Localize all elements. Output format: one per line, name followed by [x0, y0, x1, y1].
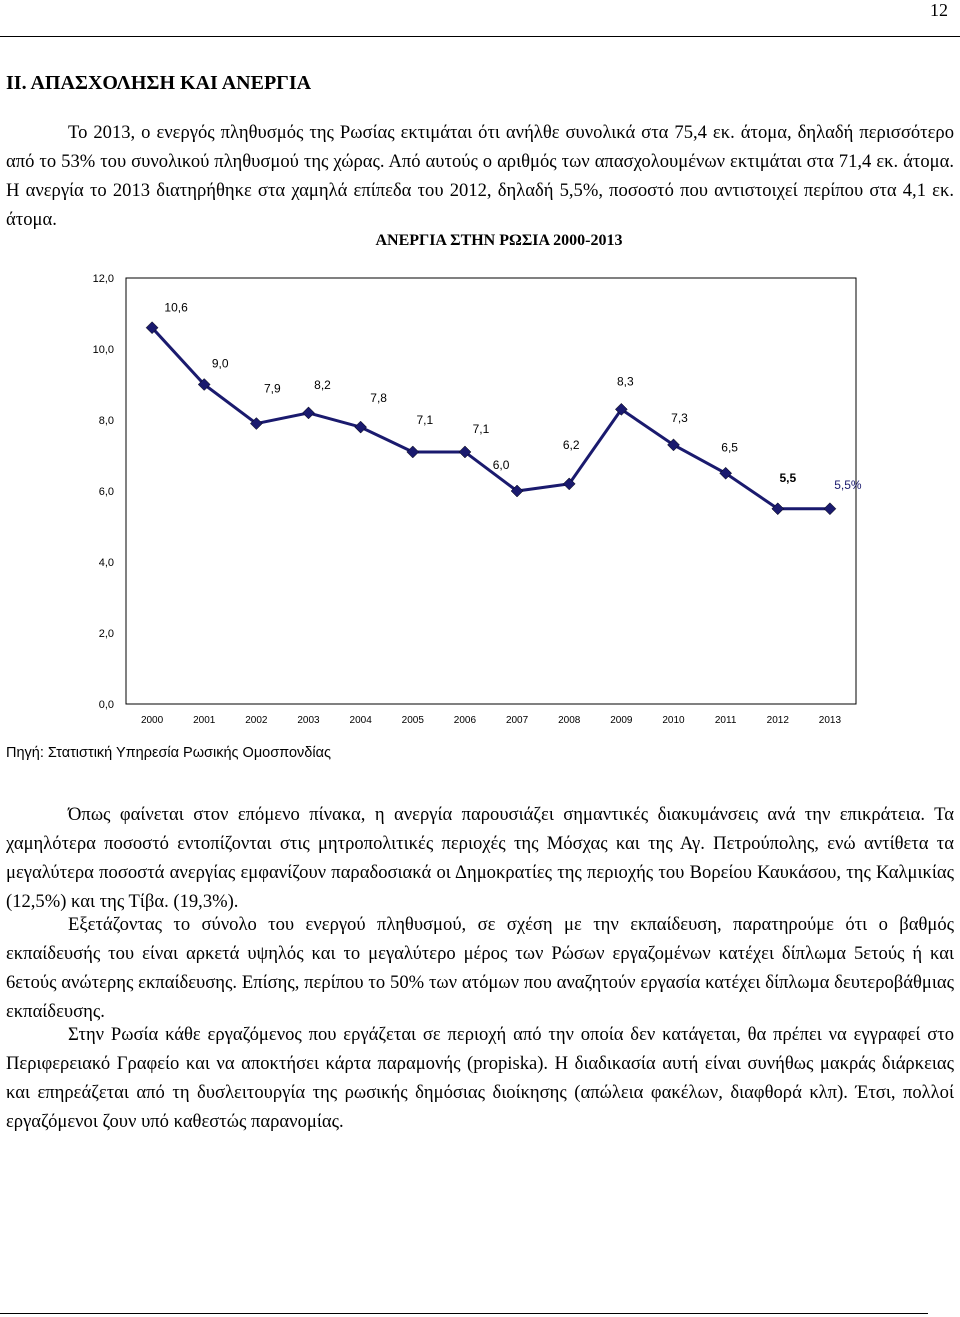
unemployment-chart: 0,0 2,0 4,0 6,0 8,0 10,0 12,0 2000 2001 2002 2003…	[93, 273, 862, 726]
x-tick-label: 2010	[662, 715, 685, 726]
regional-paragraph: Όπως φαίνεται στον επόμενο πίνακα, η ανε…	[6, 804, 954, 912]
x-axis: 2000 2001 2002 2003 2004 2005 2006 2007 2008 2009…	[141, 715, 842, 726]
data-label: 7,8	[370, 391, 387, 405]
x-tick-label: 2007	[506, 715, 529, 726]
x-tick-label: 2012	[767, 715, 790, 726]
x-tick-label: 2011	[715, 715, 737, 726]
y-tick-label: 6,0	[99, 486, 114, 498]
x-tick-label: 2005	[402, 715, 425, 726]
y-axis: 0,0 2,0 4,0 6,0 8,0 10,0 12,0	[93, 273, 114, 711]
x-tick-label: 2001	[193, 715, 216, 726]
footer-rule	[0, 1313, 928, 1314]
y-tick-label: 8,0	[99, 415, 114, 427]
data-label: 5,5%	[834, 478, 862, 492]
data-label: 9,0	[212, 357, 229, 371]
y-tick-label: 0,0	[99, 699, 114, 711]
data-point-marker	[771, 502, 785, 516]
data-point-marker	[458, 445, 472, 459]
data-point-marker	[823, 502, 837, 516]
y-tick-label: 10,0	[93, 344, 114, 356]
data-point-marker	[354, 420, 367, 434]
data-label: 7,9	[264, 382, 281, 396]
y-tick-label: 2,0	[99, 628, 114, 640]
data-label: 7,1	[473, 422, 490, 436]
data-label: 10,6	[164, 301, 188, 315]
x-tick-label: 2008	[558, 715, 581, 726]
data-point-marker	[250, 417, 263, 430]
chart-source-note: Πηγή: Στατιστική Υπηρεσία Ρωσικής Ομοσπο…	[6, 745, 331, 761]
chart-title: ΑΝΕΡΓΙΑ ΣΤΗΝ ΡΩΣΙΑ 2000-2013	[375, 232, 623, 249]
data-point-marker	[562, 477, 576, 491]
data-label: 8,2	[314, 378, 331, 392]
x-tick-label: 2003	[297, 715, 320, 726]
data-point-marker	[197, 378, 211, 391]
data-label: 8,3	[617, 374, 634, 388]
x-tick-label: 2004	[350, 715, 373, 726]
unemployment-series: 10,6 9,0 7,9 8,2 7,8 7,1 7,1 6,0 6,2 8,3 7,3 6,5 5,5…	[145, 301, 862, 516]
propiska-paragraph: Στην Ρωσία κάθε εργαζόμενος που εργάζετα…	[6, 1024, 954, 1132]
x-tick-label: 2006	[454, 715, 477, 726]
data-point-marker	[667, 438, 680, 452]
data-point-marker	[145, 321, 159, 335]
data-label: 6,2	[563, 438, 580, 452]
page-number: 12	[930, 0, 948, 20]
data-label: 5,5	[779, 471, 796, 485]
series-line	[150, 326, 830, 511]
data-point-marker	[406, 445, 420, 459]
plot-area-border	[125, 277, 857, 705]
x-tick-label: 2000	[141, 715, 164, 726]
data-label: 6,0	[493, 458, 510, 472]
data-label: 6,5	[721, 440, 738, 454]
y-tick-label: 4,0	[99, 557, 114, 569]
x-tick-label: 2013	[819, 715, 842, 726]
y-tick-label: 12,0	[93, 273, 114, 285]
education-paragraph: Εξετάζοντας το σύνολο του ενεργού πληθυσ…	[6, 914, 954, 1022]
section-heading: ΙΙ. ΑΠΑΣΧΟΛΗΣΗ ΚΑΙ ΑΝΕΡΓΙΑ	[6, 72, 312, 94]
data-point-marker	[302, 406, 315, 420]
x-tick-label: 2002	[245, 715, 268, 726]
intro-paragraph: Το 2013, ο ενεργός πληθυσμός της Ρωσίας …	[6, 122, 954, 230]
data-label: 7,1	[416, 413, 433, 427]
data-point-marker	[615, 402, 628, 416]
data-point-marker	[719, 466, 732, 480]
header-rule	[0, 36, 960, 37]
data-label: 7,3	[671, 411, 688, 425]
x-tick-label: 2009	[610, 715, 633, 726]
data-point-marker	[510, 484, 524, 498]
